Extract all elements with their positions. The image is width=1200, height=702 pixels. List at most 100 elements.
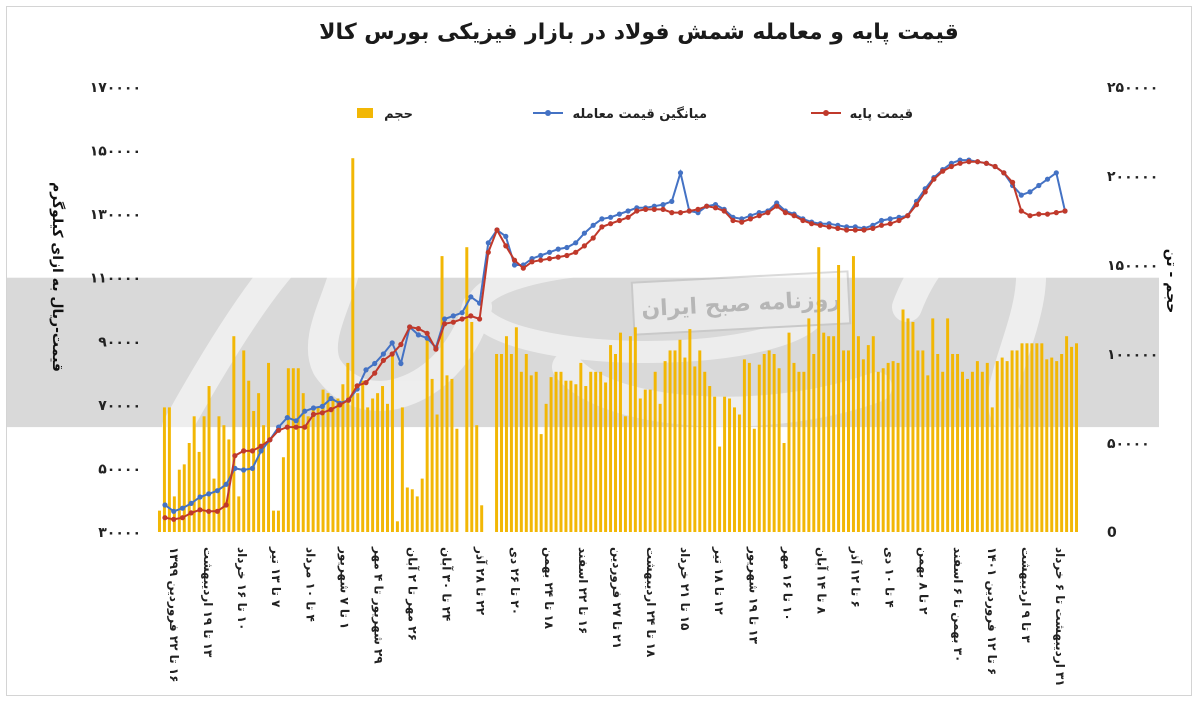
volume-bar bbox=[162, 407, 166, 532]
avg-price-point bbox=[616, 211, 623, 217]
volume-bar bbox=[182, 464, 186, 532]
base-price-point bbox=[363, 380, 369, 386]
x-tick-label: ۱۰ تا ۱۶ خرداد bbox=[235, 547, 249, 630]
y-axis-right: 0 ۵۰۰۰۰ ۱۰۰۰۰۰ ۱۵۰۰۰۰ ۲۰۰۰۰۰ ۲۵۰۰۰۰ bbox=[1107, 80, 1158, 541]
x-axis: ۱۶ تا ۲۲ فروردین ۱۳۹۹ ۱۳ تا ۱۹ اردیبهشت ۱۰… bbox=[166, 546, 1067, 687]
base-price-point bbox=[214, 508, 220, 514]
base-price-point bbox=[179, 515, 186, 521]
volume-bar bbox=[653, 371, 657, 532]
base-price-point bbox=[319, 410, 325, 416]
base-price-point bbox=[599, 224, 605, 230]
x-tick-label: ۲۰ تا ۲۶ دی bbox=[508, 547, 522, 615]
base-price-point bbox=[529, 259, 535, 265]
base-price-point bbox=[267, 437, 273, 443]
base-price-point bbox=[573, 249, 579, 255]
volume-bar bbox=[628, 336, 632, 532]
base-price-point bbox=[407, 324, 413, 330]
y-right-tick-label: ۱۵۰۰۰۰ bbox=[1107, 258, 1158, 274]
base-price-point bbox=[616, 217, 623, 224]
volume-bar bbox=[678, 339, 682, 532]
base-price-point bbox=[677, 210, 684, 216]
volume-bar bbox=[985, 362, 989, 532]
volume-bar bbox=[1010, 350, 1014, 532]
avg-price-point bbox=[669, 198, 675, 204]
avg-price-point bbox=[878, 217, 885, 224]
legend-volume-swatch bbox=[357, 108, 373, 118]
volume-bar bbox=[718, 446, 722, 532]
avg-price-point bbox=[599, 216, 605, 222]
volume-bar bbox=[658, 403, 662, 532]
volume-bar bbox=[752, 428, 756, 532]
base-price-point bbox=[1044, 211, 1051, 217]
volume-bar bbox=[232, 336, 236, 532]
base-price-point bbox=[686, 208, 692, 214]
base-price-point bbox=[695, 206, 701, 212]
base-price-point bbox=[1010, 179, 1016, 185]
avg-price-point bbox=[214, 488, 220, 494]
base-price-point bbox=[878, 222, 885, 228]
volume-bar bbox=[911, 321, 915, 532]
volume-bar bbox=[569, 380, 573, 532]
volume-bar bbox=[787, 332, 791, 532]
volume-bar bbox=[291, 368, 295, 532]
volume-bar bbox=[1060, 354, 1064, 532]
volume-bar bbox=[1030, 343, 1034, 532]
volume-bar bbox=[970, 371, 974, 532]
avg-price-point bbox=[468, 294, 474, 300]
volume-bar bbox=[579, 362, 583, 532]
volume-bar bbox=[445, 375, 449, 532]
volume-bar bbox=[951, 354, 955, 532]
y-axis-right-title: حجم - تن bbox=[1163, 249, 1179, 314]
base-price-point bbox=[625, 214, 631, 220]
volume-bar bbox=[500, 354, 503, 532]
volume-bar bbox=[812, 354, 816, 532]
volume-bar bbox=[549, 377, 553, 532]
volume-bar bbox=[728, 398, 732, 532]
volume-bar bbox=[990, 407, 994, 532]
volume-bar bbox=[1055, 361, 1059, 532]
base-price-point bbox=[1062, 208, 1068, 214]
volume-bar bbox=[1050, 357, 1054, 532]
x-tick-label: ۷ تا ۱۳ تیر bbox=[269, 546, 283, 608]
y-left-tick-label: ۱۱۰۰۰۰ bbox=[90, 271, 141, 287]
volume-bars bbox=[157, 158, 1078, 532]
avg-price-point bbox=[171, 508, 177, 514]
x-tick-label: ۱۸ تا ۲۴ بهمن bbox=[542, 547, 556, 630]
base-price-point bbox=[756, 213, 762, 219]
x-tick-label: ۱۲ تا ۱۸ تیر bbox=[712, 546, 726, 615]
legend: حجم میانگین قیمت معامله قیمت پایه bbox=[357, 106, 913, 122]
volume-bar bbox=[172, 496, 176, 532]
volume-bar bbox=[386, 403, 389, 532]
volume-bar bbox=[331, 398, 335, 532]
base-price-point bbox=[844, 227, 850, 233]
volume-bar bbox=[341, 384, 345, 532]
avg-price-point bbox=[241, 467, 247, 473]
base-price-point bbox=[171, 516, 177, 522]
volume-bar bbox=[589, 371, 593, 532]
volume-bar bbox=[723, 396, 727, 532]
legend-avg-marker bbox=[545, 110, 551, 116]
y-left-tick-label: ۷۰۰۰۰ bbox=[98, 398, 141, 414]
volume-bar bbox=[792, 362, 796, 532]
base-price-point bbox=[581, 243, 588, 249]
base-price-point bbox=[809, 221, 815, 227]
volume-bar bbox=[177, 469, 181, 532]
x-tick-label: ۱۰ تا ۱۶ مهر bbox=[780, 546, 794, 621]
base-price-point bbox=[704, 203, 710, 209]
x-tick-label: ۱۶ تا ۲۲ اسفند bbox=[576, 547, 590, 634]
volume-bar bbox=[564, 380, 568, 532]
volume-bar bbox=[1075, 343, 1078, 532]
base-price-point bbox=[206, 508, 212, 514]
legend-base-label: قیمت پایه bbox=[850, 107, 913, 122]
volume-bar bbox=[807, 318, 811, 532]
volume-bar bbox=[921, 350, 925, 532]
base-price-point bbox=[782, 210, 789, 216]
volume-bar bbox=[257, 393, 261, 532]
avg-price-point bbox=[625, 208, 631, 214]
volume-bar bbox=[599, 371, 603, 532]
volume-bar bbox=[941, 371, 945, 532]
y-right-tick-label: ۲۰۰۰۰۰ bbox=[1107, 169, 1158, 185]
volume-bar bbox=[381, 386, 385, 532]
volume-bar bbox=[301, 393, 305, 532]
avg-price-point bbox=[319, 403, 325, 409]
